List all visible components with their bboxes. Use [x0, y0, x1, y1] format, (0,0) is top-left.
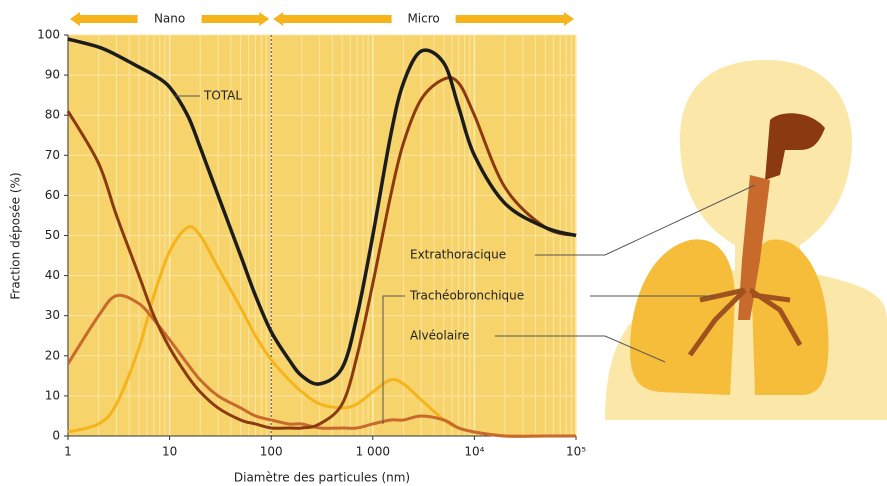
leader-line — [382, 295, 715, 424]
y-tick-label: 40 — [45, 268, 60, 282]
series-label: Trachéobronchique — [409, 289, 524, 303]
y-tick-label: 100 — [37, 28, 60, 42]
y-tick-label: 90 — [45, 68, 60, 82]
leader-line — [535, 184, 756, 256]
x-axis-title: Diamètre des particules (nm) — [234, 471, 410, 485]
y-tick-label: 80 — [45, 108, 60, 122]
body-illustration — [605, 60, 887, 420]
y-axis-title: Fraction déposée (%) — [9, 172, 23, 299]
series-label: Extrathoracique — [410, 248, 506, 262]
y-tick-label: 70 — [45, 148, 60, 162]
y-tick-label: 30 — [45, 308, 60, 322]
region-label-bg — [137, 10, 202, 28]
x-tick-label: 10⁵ — [566, 445, 586, 459]
x-tick-label: 100 — [260, 445, 283, 459]
y-tick-label: 50 — [45, 228, 60, 242]
x-tick-label: 1 000 — [356, 445, 390, 459]
y-tick-label: 0 — [52, 429, 60, 443]
series-label: TOTAL — [203, 89, 242, 103]
y-tick-label: 20 — [45, 348, 60, 362]
region-label: Nano — [154, 12, 185, 26]
region-label: Micro — [407, 12, 439, 26]
x-tick-label: 1 — [64, 445, 72, 459]
series-label: Alvéolaire — [410, 329, 469, 343]
leader-line — [495, 335, 666, 363]
y-tick-label: 10 — [45, 388, 60, 402]
y-tick-label: 60 — [45, 188, 60, 202]
series-line — [67, 37, 577, 386]
region-label-bg — [391, 10, 456, 28]
x-tick-label: 10 — [162, 445, 177, 459]
x-tick-label: 10⁴ — [464, 445, 484, 459]
series-line — [66, 76, 577, 430]
